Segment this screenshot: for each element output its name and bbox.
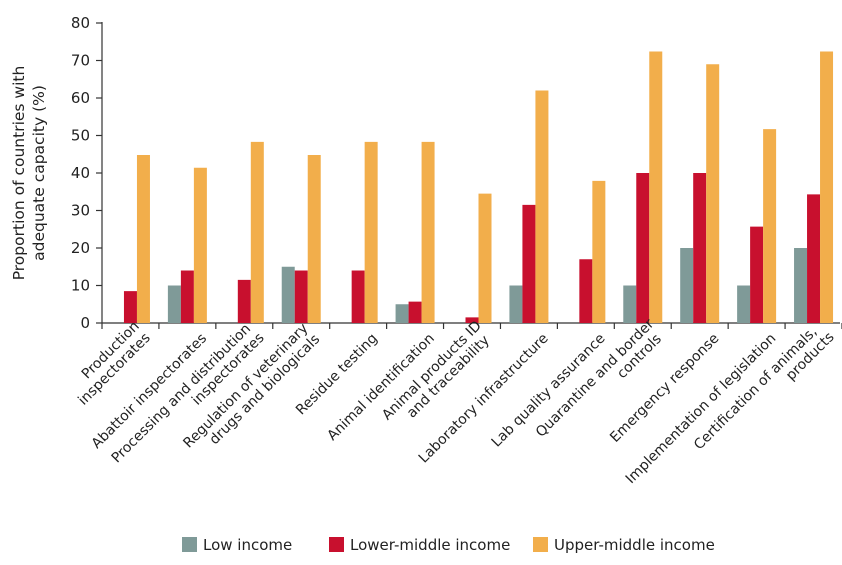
bar-low-income (395, 304, 409, 323)
bar-upper-middle-income (478, 193, 492, 323)
bar-lower-middle-income (237, 279, 251, 323)
y-tick-label: 70 (71, 52, 90, 70)
bar-lower-middle-income (522, 204, 536, 323)
bar-low-income (680, 248, 694, 323)
bar-lower-middle-income (465, 317, 479, 323)
bar-lower-middle-income (579, 259, 593, 323)
bar-lower-middle-income (294, 270, 308, 323)
bar-lower-middle-income (408, 301, 422, 323)
legend-label: Upper-middle income (554, 536, 715, 554)
bar-upper-middle-income (706, 64, 720, 323)
bar-upper-middle-income (763, 129, 777, 323)
bar-upper-middle-income (193, 167, 207, 323)
y-tick-label: 40 (71, 164, 90, 182)
bar-low-income (167, 285, 181, 323)
bar-upper-middle-income (649, 51, 663, 323)
legend-label: Lower-middle income (350, 536, 510, 554)
bar-upper-middle-income (421, 141, 435, 323)
bar-upper-middle-income (535, 90, 549, 323)
y-tick-label: 30 (71, 202, 90, 220)
bar-low-income (737, 285, 751, 323)
bar-low-income (623, 285, 637, 323)
bar-upper-middle-income (136, 155, 150, 323)
y-tick-label: 0 (80, 314, 90, 332)
bar-upper-middle-income (307, 155, 321, 323)
bar-lower-middle-income (351, 270, 365, 323)
bar-lower-middle-income (636, 173, 650, 323)
bar-low-income (281, 266, 295, 323)
bar-upper-middle-income (592, 180, 606, 323)
legend-swatch (533, 537, 548, 552)
bar-upper-middle-income (820, 51, 834, 323)
legend-label: Low income (203, 536, 292, 554)
bar-lower-middle-income (123, 291, 137, 323)
bar-low-income (509, 285, 523, 323)
bar-low-income (794, 248, 808, 323)
bar-lower-middle-income (180, 270, 194, 323)
bar-upper-middle-income (250, 141, 264, 323)
y-tick-label: 20 (71, 239, 90, 257)
y-tick-label: 10 (71, 277, 90, 295)
y-tick-label: 50 (71, 127, 90, 145)
legend-swatch (182, 537, 197, 552)
bar-upper-middle-income (364, 141, 378, 323)
y-axis-title: Proportion of countries with adequate cap… (10, 66, 48, 281)
bar-lower-middle-income (750, 226, 764, 323)
bar-lower-middle-income (807, 194, 821, 323)
y-tick-label: 60 (71, 89, 90, 107)
bar-lower-middle-income (693, 173, 707, 323)
legend-swatch (329, 537, 344, 552)
y-tick-label: 80 (71, 14, 90, 32)
